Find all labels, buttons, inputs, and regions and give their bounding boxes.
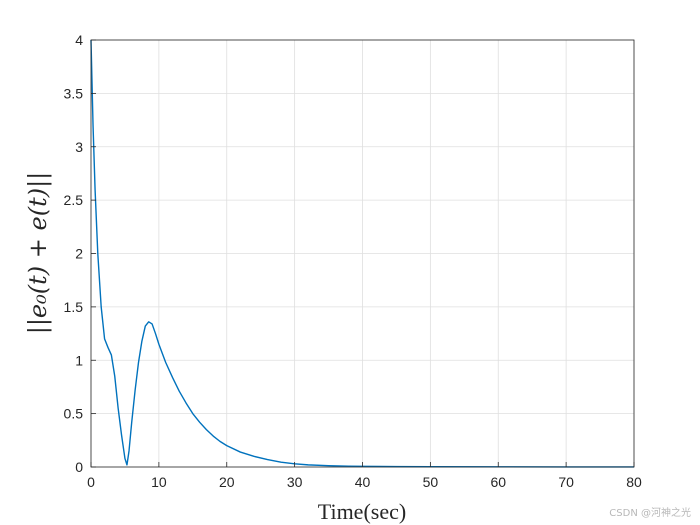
y-axis-ticks: 0 0.5 1 1.5 2 2.5 3 3.5 4 — [64, 32, 96, 475]
y-tick-label: 3 — [75, 139, 83, 155]
y-tick-label: 1 — [75, 352, 83, 368]
x-tick-label: 50 — [423, 474, 439, 490]
series-line — [90, 39, 634, 468]
y-tick-label: 2 — [75, 246, 83, 262]
x-tick-label: 0 — [87, 474, 95, 490]
x-tick-label: 30 — [287, 474, 303, 490]
x-tick-label: 40 — [355, 474, 371, 490]
x-tick-label: 70 — [558, 474, 574, 490]
x-tick-label: 80 — [626, 474, 642, 490]
x-tick-label: 10 — [151, 474, 167, 490]
y-tick-label: 4 — [75, 32, 83, 48]
series-group — [90, 39, 634, 468]
x-axis-label: Time(sec) — [318, 499, 406, 524]
y-tick-label: 1.5 — [64, 299, 84, 315]
x-tick-label: 20 — [219, 474, 235, 490]
watermark: CSDN @河神之光 — [609, 506, 691, 519]
y-tick-label: 2.5 — [64, 192, 84, 208]
x-tick-label: 60 — [490, 474, 506, 490]
x-axis-ticks: 0 10 20 30 40 50 60 70 80 — [87, 462, 642, 490]
y-tick-label: 0 — [75, 459, 83, 475]
y-tick-label: 0.5 — [64, 406, 84, 422]
grid-lines — [90, 39, 635, 468]
y-axis-label: ||e₀(t) + e(t)|| — [24, 172, 53, 334]
y-tick-label: 3.5 — [64, 85, 84, 101]
